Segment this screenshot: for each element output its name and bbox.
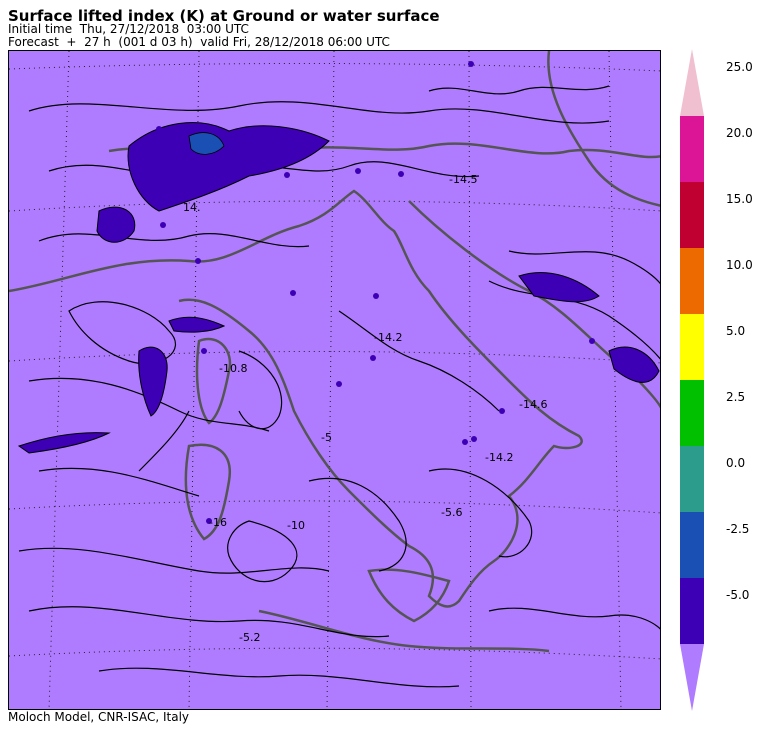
- colorbar-high-arrow: [680, 49, 704, 116]
- colorbar-tick: -2.5: [726, 522, 750, 536]
- initial-time-label: Initial time Thu, 27/12/2018 03:00 UTC: [8, 22, 249, 36]
- contour-label: -10: [287, 519, 305, 532]
- contour-label-group: 14. -10.8 -14.2 -14.6 -14.2 -5 -5.6 -10 …: [183, 173, 547, 644]
- contour-label: -14.2: [374, 331, 402, 344]
- colorbar-swatch: [680, 578, 704, 644]
- lifted-index-map: 14. -10.8 -14.2 -14.6 -14.2 -5 -5.6 -10 …: [8, 50, 661, 710]
- low-li-areas: [17, 122, 660, 454]
- model-credit: Moloch Model, CNR-ISAC, Italy: [8, 710, 190, 724]
- colorbar-swatch: [680, 446, 704, 512]
- colorbar-tick: 10.0: [726, 258, 753, 272]
- colorbar-tick: 5.0: [726, 324, 746, 338]
- contour-label: -14.6: [519, 398, 547, 411]
- colorbar-tick: 25.0: [726, 60, 753, 74]
- colorbar-swatch: [680, 182, 704, 248]
- map-title: Surface lifted index (K) at Ground or wa…: [8, 7, 440, 25]
- colorbar-tick: -5.0: [726, 588, 750, 602]
- lower-li-core: [188, 132, 225, 155]
- contour-label: -10.8: [219, 362, 247, 375]
- contour-label: -5: [321, 431, 332, 444]
- contour-label: -5.2: [239, 631, 260, 644]
- colorbar-swatch: [680, 314, 704, 380]
- colorbar-swatch: [680, 116, 704, 182]
- colorbar-tick: 15.0: [726, 192, 753, 206]
- colorbar-tick: 0.0: [726, 456, 746, 470]
- contour-lines: [18, 85, 660, 688]
- colorbar-swatch: [680, 512, 704, 578]
- colorbar-tick: 20.0: [726, 126, 753, 140]
- contour-label: -16: [209, 516, 227, 529]
- forecast-label: Forecast + 27 h (001 d 03 h) valid Fri, …: [8, 35, 390, 49]
- graticule: [9, 51, 660, 709]
- colorbar: [680, 49, 704, 711]
- colorbar-low-arrow: [680, 644, 704, 711]
- map-canvas: 14. -10.8 -14.2 -14.6 -14.2 -5 -5.6 -10 …: [9, 51, 660, 709]
- colorbar-swatch: [680, 380, 704, 446]
- map-background: [9, 51, 660, 709]
- contour-label: -14.2: [485, 451, 513, 464]
- contour-label: 14.: [183, 201, 201, 214]
- colorbar-tick: 2.5: [726, 390, 746, 404]
- contour-label: -14.5: [449, 173, 477, 186]
- station-markers: [156, 61, 595, 524]
- contour-label: -5.6: [441, 506, 462, 519]
- colorbar-swatch: [680, 248, 704, 314]
